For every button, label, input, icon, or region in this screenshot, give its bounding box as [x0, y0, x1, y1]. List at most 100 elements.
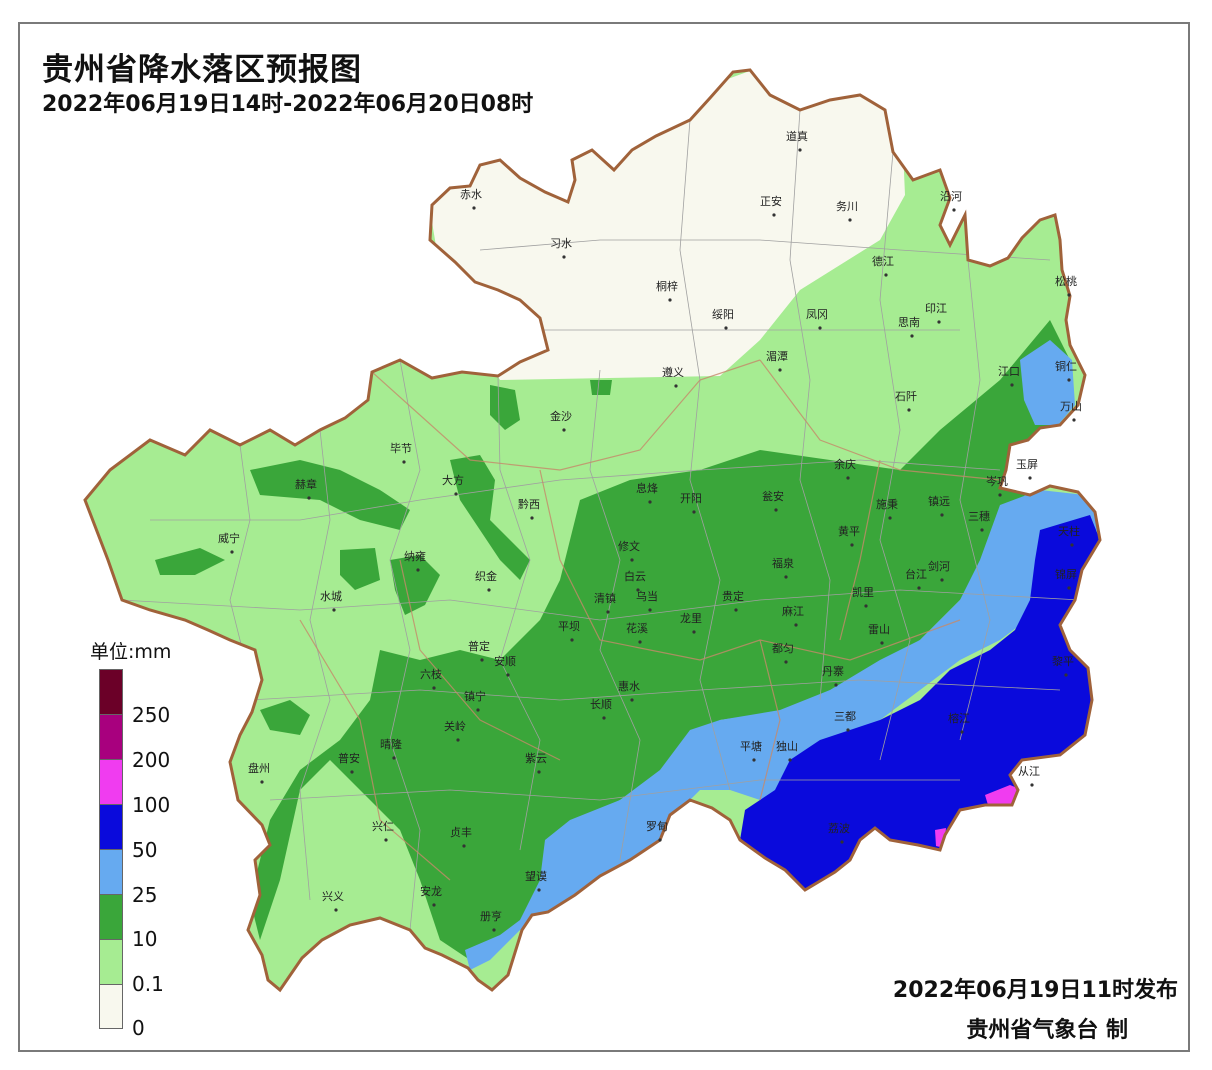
city-dot — [980, 528, 984, 532]
city-label: 息烽 — [636, 481, 658, 495]
city-dot — [636, 588, 640, 592]
city-dot — [692, 630, 696, 634]
city-label: 遵义 — [662, 365, 684, 379]
city-label: 习水 — [550, 237, 572, 250]
city-dot — [416, 568, 420, 572]
city-label: 锦屏 — [1055, 567, 1077, 581]
city-dot — [940, 578, 944, 582]
legend-unit: 单位:mm — [90, 641, 172, 663]
legend-swatch — [99, 759, 123, 804]
city-dot — [864, 604, 868, 608]
city-dot — [462, 844, 466, 848]
city-dot — [384, 838, 388, 842]
city-dot — [798, 148, 802, 152]
city-dot — [492, 928, 496, 932]
city-dot — [834, 683, 838, 687]
city-label: 剑河 — [928, 559, 950, 573]
city-label: 黄平 — [838, 524, 860, 538]
city-label: 赤水 — [460, 188, 482, 201]
city-dot — [230, 550, 234, 554]
city-label: 瓮安 — [762, 489, 784, 503]
city-dot — [752, 758, 756, 762]
city-label: 乌当 — [636, 589, 658, 603]
city-label: 水城 — [320, 590, 342, 603]
city-label: 松桃 — [1055, 274, 1077, 288]
city-dot — [850, 543, 854, 547]
city-dot — [454, 492, 458, 496]
city-label: 台江 — [905, 567, 927, 581]
city-dot — [1070, 543, 1074, 547]
city-dot — [648, 500, 652, 504]
city-dot — [562, 428, 566, 432]
city-dot — [562, 255, 566, 259]
city-dot — [880, 641, 884, 645]
city-dot — [432, 686, 436, 690]
city-label: 石阡 — [895, 390, 917, 403]
city-dot — [1067, 586, 1071, 590]
city-dot — [778, 368, 782, 372]
city-dot — [1067, 378, 1071, 382]
city-dot — [506, 673, 510, 677]
city-dot — [907, 408, 911, 412]
city-label: 盘州 — [248, 761, 270, 775]
city-label: 册亨 — [480, 909, 502, 923]
legend-swatch — [99, 894, 123, 939]
city-label: 普安 — [338, 751, 360, 765]
city-label: 赫章 — [295, 477, 317, 491]
city-dot — [1028, 476, 1032, 480]
city-label: 独山 — [776, 740, 798, 753]
city-label: 三穗 — [968, 510, 990, 523]
city-dot — [724, 326, 728, 330]
legend-label: 0.1 — [132, 972, 164, 996]
city-dot — [537, 770, 541, 774]
city-label: 德江 — [872, 254, 894, 268]
city-label: 镇宁 — [464, 689, 486, 703]
city-dot — [794, 623, 798, 627]
city-label: 兴仁 — [372, 820, 394, 833]
city-dot — [888, 516, 892, 520]
city-label: 天柱 — [1058, 524, 1080, 538]
city-label: 沿河 — [940, 190, 962, 203]
city-dot — [658, 838, 662, 842]
city-label: 织金 — [475, 569, 497, 583]
legend-label: 100 — [132, 793, 171, 817]
city-label: 务川 — [836, 200, 858, 213]
city-label: 道真 — [786, 129, 808, 143]
city-label: 清镇 — [594, 591, 616, 605]
city-label: 镇远 — [928, 494, 950, 508]
city-dot — [772, 213, 776, 217]
city-dot — [638, 640, 642, 644]
city-dot — [307, 496, 311, 500]
city-dot — [476, 708, 480, 712]
city-dot — [668, 298, 672, 302]
legend-swatch — [99, 984, 123, 1029]
city-label: 湄潭 — [766, 350, 788, 363]
city-dot — [910, 334, 914, 338]
city-label: 长顺 — [590, 698, 612, 711]
city-dot — [530, 516, 534, 520]
city-dot — [788, 758, 792, 762]
city-dot — [570, 638, 574, 642]
city-dot — [840, 840, 844, 844]
city-dot — [784, 660, 788, 664]
city-label: 平塘 — [740, 739, 762, 753]
city-label: 修文 — [618, 539, 640, 553]
city-dot — [602, 716, 606, 720]
city-label: 金沙 — [550, 409, 572, 423]
legend-label: 50 — [132, 838, 158, 862]
city-dot — [350, 770, 354, 774]
city-dot — [940, 513, 944, 517]
city-dot — [1010, 383, 1014, 387]
issuer: 贵州省气象台 制 — [966, 1018, 1128, 1043]
city-label: 纳雍 — [404, 549, 426, 563]
legend-label: 10 — [132, 927, 158, 951]
city-dot — [692, 510, 696, 514]
city-label: 铜仁 — [1055, 359, 1077, 373]
city-label: 普定 — [468, 639, 490, 653]
city-dot — [334, 908, 338, 912]
city-label: 白云 — [624, 569, 646, 583]
city-dot — [630, 558, 634, 562]
city-label: 毕节 — [390, 442, 412, 455]
